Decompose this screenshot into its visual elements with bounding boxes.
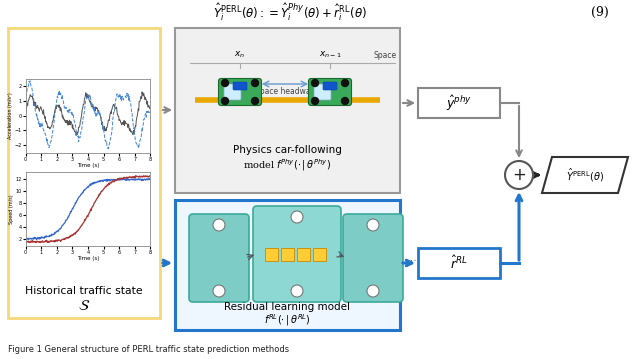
Y-axis label: Speed (m/s): Speed (m/s) bbox=[9, 194, 14, 224]
FancyBboxPatch shape bbox=[312, 247, 326, 261]
Text: $\hat{Y}^{\mathrm{PERL}}(\theta)$: $\hat{Y}^{\mathrm{PERL}}(\theta)$ bbox=[566, 166, 604, 183]
Text: $\hat{y}^{phy}$: $\hat{y}^{phy}$ bbox=[446, 93, 472, 112]
Circle shape bbox=[291, 285, 303, 297]
FancyBboxPatch shape bbox=[224, 84, 241, 100]
Circle shape bbox=[367, 285, 379, 297]
FancyBboxPatch shape bbox=[218, 79, 262, 106]
Polygon shape bbox=[542, 157, 628, 193]
FancyBboxPatch shape bbox=[189, 214, 249, 302]
Text: $f^{RL}(\cdot\,|\,\theta^{RL})$: $f^{RL}(\cdot\,|\,\theta^{RL})$ bbox=[264, 312, 311, 328]
Bar bbox=[418, 248, 500, 278]
Text: $\hat{Y}_i^{\mathrm{PERL}}(\theta) := \hat{Y}_i^{Phy}(\theta) + \hat{r}_i^{\math: $\hat{Y}_i^{\mathrm{PERL}}(\theta) := \h… bbox=[213, 1, 367, 23]
Circle shape bbox=[213, 219, 225, 231]
Text: Space headway: Space headway bbox=[255, 88, 315, 97]
FancyBboxPatch shape bbox=[253, 206, 341, 302]
Text: Historical traffic state: Historical traffic state bbox=[25, 286, 143, 296]
Circle shape bbox=[221, 98, 228, 104]
FancyBboxPatch shape bbox=[296, 247, 310, 261]
Text: model $f^{Phy}(\cdot\,|\,\theta^{Phy})$: model $f^{Phy}(\cdot\,|\,\theta^{Phy})$ bbox=[243, 157, 332, 173]
Text: +: + bbox=[512, 166, 526, 184]
FancyBboxPatch shape bbox=[264, 247, 278, 261]
FancyBboxPatch shape bbox=[308, 79, 351, 106]
Circle shape bbox=[252, 98, 259, 104]
Text: Space: Space bbox=[373, 51, 397, 60]
Text: $\hat{r}^{RL}$: $\hat{r}^{RL}$ bbox=[450, 255, 468, 271]
FancyBboxPatch shape bbox=[280, 247, 294, 261]
X-axis label: Time (s): Time (s) bbox=[77, 163, 99, 168]
Bar bbox=[175, 28, 400, 193]
Text: Physics car-following: Physics car-following bbox=[233, 145, 342, 155]
Text: Figure 1 General structure of PERL traffic state prediction methods: Figure 1 General structure of PERL traff… bbox=[8, 345, 289, 354]
Circle shape bbox=[312, 79, 319, 87]
Text: Residual learning model: Residual learning model bbox=[225, 302, 351, 312]
FancyBboxPatch shape bbox=[323, 82, 337, 90]
Circle shape bbox=[367, 219, 379, 231]
Circle shape bbox=[342, 98, 349, 104]
Circle shape bbox=[342, 79, 349, 87]
FancyBboxPatch shape bbox=[314, 84, 331, 100]
Circle shape bbox=[505, 161, 533, 189]
Bar bbox=[8, 28, 160, 318]
Text: $\mathcal{S}$: $\mathcal{S}$ bbox=[78, 299, 90, 313]
X-axis label: Time (s): Time (s) bbox=[77, 256, 99, 261]
Bar bbox=[418, 88, 500, 118]
Text: (9): (9) bbox=[591, 5, 609, 19]
Circle shape bbox=[252, 79, 259, 87]
Text: ...: ... bbox=[407, 253, 418, 263]
Circle shape bbox=[213, 285, 225, 297]
Text: $x_{n-1}$: $x_{n-1}$ bbox=[319, 50, 341, 60]
Circle shape bbox=[221, 79, 228, 87]
FancyBboxPatch shape bbox=[233, 82, 247, 90]
Text: $x_n$: $x_n$ bbox=[234, 50, 246, 60]
FancyBboxPatch shape bbox=[343, 214, 403, 302]
Circle shape bbox=[291, 211, 303, 223]
Bar bbox=[175, 200, 400, 330]
Circle shape bbox=[312, 98, 319, 104]
Y-axis label: Acceleration (m/s²): Acceleration (m/s²) bbox=[8, 92, 13, 139]
